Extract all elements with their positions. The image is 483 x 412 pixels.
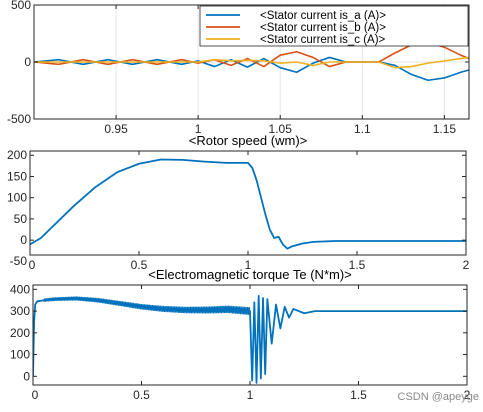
y-tick-label: -50 [10, 254, 28, 268]
legend-entry: <Stator current is_a (A)> [260, 10, 386, 22]
y-tick-label: 400 [10, 282, 30, 296]
x-tick-label: 0.5 [131, 258, 148, 272]
x-tick-label: 0.5 [133, 388, 150, 402]
series-line-3 [34, 56, 469, 69]
x-tick-label: 2 [464, 388, 471, 402]
y-tick-label: -500 [7, 112, 31, 126]
y-tick-label: 150 [7, 169, 27, 183]
plot-area [30, 151, 466, 255]
x-tick-label: 1 [195, 122, 202, 136]
y-tick-label: 200 [7, 148, 27, 162]
x-tick-label: 1.15 [433, 122, 457, 136]
y-tick-label: 0 [20, 233, 27, 247]
chart-3: 0 0.5 1 1.5 2 0 100 200 300 400 <Electromagnetic t… [10, 267, 471, 402]
x-tick-label: 1.1 [354, 122, 371, 136]
series-group [30, 158, 466, 250]
y-tick-label: 0 [24, 55, 31, 69]
legend: <Stator current is_a (A)><Stator current… [199, 5, 469, 47]
y-tick-label: 50 [14, 212, 28, 226]
series-line-1 [33, 294, 467, 384]
x-tick-label: 1 [245, 258, 252, 272]
x-tick-label: 1 [247, 388, 254, 402]
y-tick-label: 100 [7, 191, 27, 205]
x-tick-label: 0.95 [104, 122, 128, 136]
legend-entry: <Stator current is_c (A)> [260, 34, 386, 46]
x-tick-label: 1.5 [350, 388, 367, 402]
chart-title: <Rotor speed (wm)> [189, 133, 308, 148]
y-tick-label: 200 [10, 326, 30, 340]
y-tick-label: 0 [23, 369, 30, 383]
series-line-1 [30, 158, 466, 250]
x-tick-label: 2 [463, 258, 470, 272]
series-group [33, 294, 467, 384]
y-tick-label: 100 [10, 348, 30, 362]
x-tick-label: 1.5 [349, 258, 366, 272]
chart-1: 0.95 1 1.05 1.1 1.15 -500 0 500 <Stator current … [7, 0, 470, 136]
x-tick-label: 0 [29, 258, 36, 272]
legend-entry: <Stator current is_b (A)> [260, 22, 386, 34]
y-tick-label: 500 [11, 0, 31, 12]
x-tick-label: 0 [32, 388, 39, 402]
series-line-1 [34, 56, 469, 82]
watermark: CSDN @apeyge [397, 391, 479, 403]
y-tick-label: 300 [10, 304, 30, 318]
legend-box [199, 5, 469, 47]
chart-title: <Electromagnetic torque Te (N*m)> [148, 267, 352, 282]
x-tick-label: 1.05 [269, 122, 293, 136]
